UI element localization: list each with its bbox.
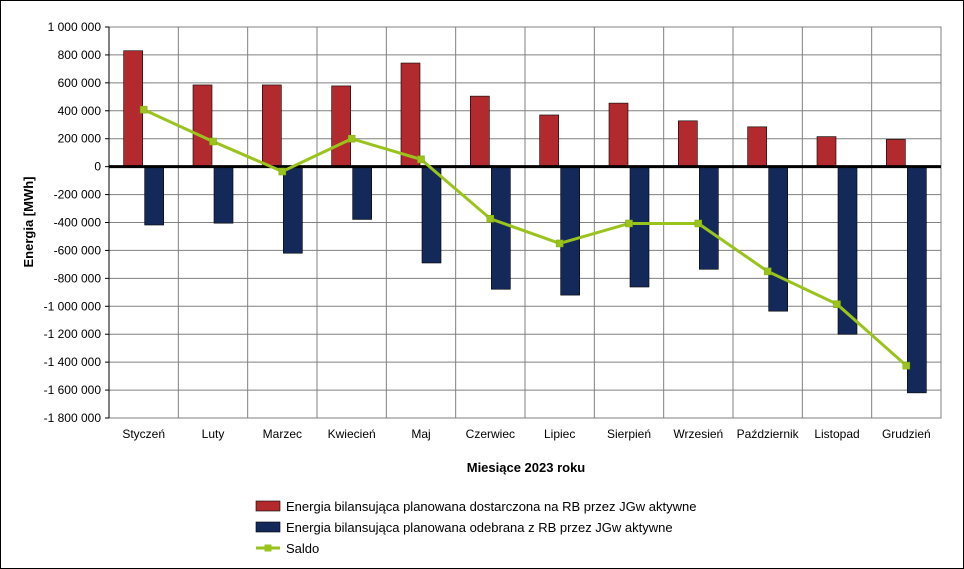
x-tick-label: Luty — [202, 427, 225, 441]
saldo-marker — [833, 300, 841, 308]
bar-dostarczona — [539, 114, 559, 167]
y-tick-label: -1 800 000 — [44, 411, 102, 425]
x-tick-label: Grudzień — [882, 427, 931, 441]
y-tick-label: -1 600 000 — [44, 383, 102, 397]
bar-odebrana — [699, 166, 719, 270]
y-tick-label: 0 — [94, 160, 101, 174]
saldo-marker — [209, 137, 217, 146]
x-tick-label: Wrzesień — [673, 427, 723, 441]
saldo-marker — [763, 267, 772, 276]
bar-dostarczona — [331, 85, 351, 167]
legend-swatch — [255, 500, 281, 512]
y-tick-label: 600 000 — [58, 76, 102, 90]
x-tick-label: Styczeń — [122, 427, 165, 441]
bar-dostarczona — [816, 136, 837, 167]
x-tick-label: Kwiecień — [328, 427, 376, 441]
y-tick-label: 1 000 000 — [48, 20, 102, 34]
saldo-marker — [139, 105, 148, 114]
y-tick-label: 800 000 — [58, 48, 102, 62]
x-tick-label: Czerwiec — [466, 427, 515, 441]
x-tick-label: Październik — [737, 427, 800, 441]
bar-odebrana — [213, 166, 234, 224]
bar-odebrana — [144, 166, 164, 226]
x-tick-labels: Styczeń Luty Marzec Kwiecień Maj Czerwiec Lipi… — [122, 427, 930, 441]
y-tick-label: -1 400 000 — [44, 355, 102, 369]
bars — [123, 50, 927, 394]
y-tick-labels: 1 000 000 800 000 600 000 400 000 200 000 0 -2… — [44, 20, 102, 425]
bar-dostarczona — [192, 84, 213, 167]
legend-label: Energia bilansująca planowana dostarczon… — [286, 499, 696, 514]
bar-dostarczona — [400, 62, 421, 167]
bar-dostarczona — [608, 102, 629, 167]
saldo-marker — [625, 219, 633, 228]
y-axis-title: Energia [MWh] — [21, 177, 36, 268]
x-tick-label: Lipiec — [544, 427, 575, 441]
y-tick-label: -400 000 — [54, 216, 102, 230]
saldo-marker — [555, 239, 564, 248]
bar-dostarczona — [470, 95, 490, 167]
legend-label: Energia bilansująca planowana odebrana z… — [286, 520, 673, 535]
y-tick-label: -1 200 000 — [44, 327, 102, 341]
legend-label: Saldo — [286, 541, 319, 556]
saldo-line — [139, 105, 911, 370]
saldo-marker — [278, 167, 287, 176]
bar-odebrana — [491, 166, 511, 290]
bar-dostarczona — [123, 50, 143, 167]
bar-odebrana — [629, 166, 650, 288]
bar-odebrana — [907, 166, 927, 394]
bar-odebrana — [352, 166, 372, 220]
y-tick-label: -600 000 — [54, 243, 102, 257]
y-tick-label: 400 000 — [58, 104, 102, 118]
bar-odebrana — [768, 166, 788, 312]
bar-dostarczona — [747, 126, 767, 167]
bar-odebrana — [283, 166, 303, 254]
x-tick-label: Marzec — [263, 427, 302, 441]
saldo-marker — [486, 214, 495, 223]
saldo-marker — [417, 155, 425, 164]
y-tick-label: 200 000 — [58, 132, 102, 146]
x-tick-label: Listopad — [814, 427, 859, 441]
y-tick-label: -800 000 — [54, 271, 102, 285]
x-tick-label: Maj — [411, 427, 430, 441]
x-tick-label: Sierpień — [607, 427, 651, 441]
saldo-marker — [902, 361, 911, 370]
legend-swatch — [255, 521, 281, 533]
x-axis-title: Miesiące 2023 roku — [467, 460, 586, 475]
bar-dostarczona — [678, 120, 698, 167]
y-tick-label: -1 000 000 — [44, 299, 102, 313]
bar-odebrana — [560, 166, 580, 296]
bar-odebrana — [421, 166, 442, 264]
saldo-polyline — [143, 108, 908, 367]
legend: Energia bilansująca planowana dostarczon… — [255, 499, 696, 556]
bar-dostarczona — [886, 139, 906, 167]
saldo-marker — [347, 134, 356, 143]
bar-dostarczona — [262, 84, 282, 167]
legend-swatch-marker — [264, 544, 272, 552]
y-tick-label: -200 000 — [54, 188, 102, 202]
saldo-marker — [694, 219, 703, 228]
grid — [105, 26, 942, 419]
